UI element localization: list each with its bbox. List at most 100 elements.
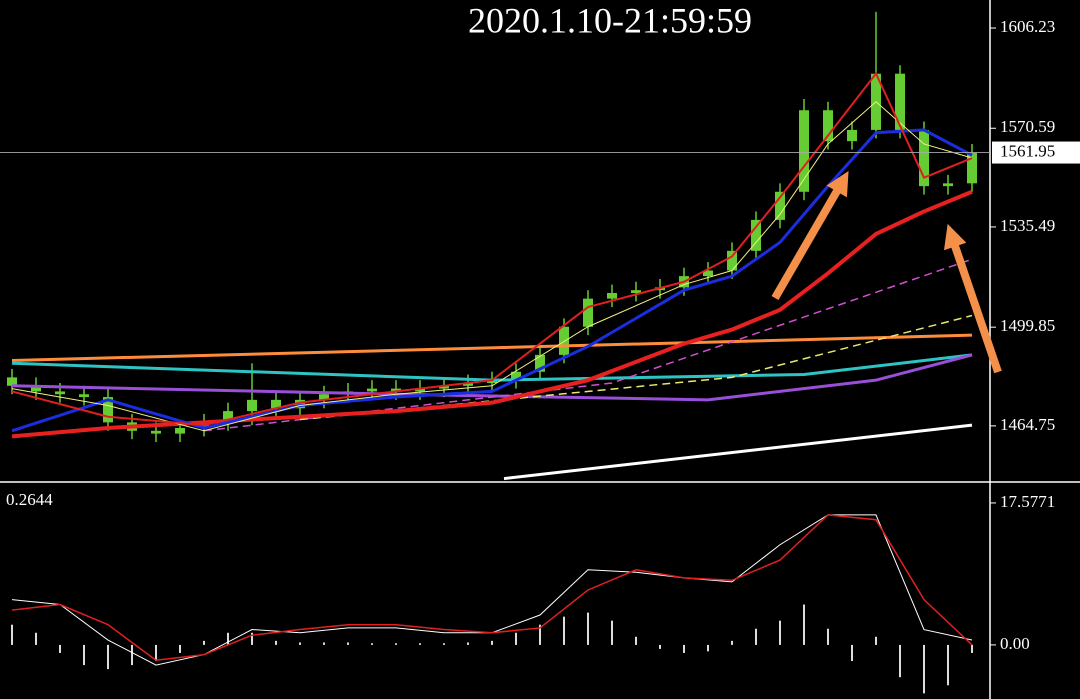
arrow-head	[943, 223, 967, 251]
histogram-bar	[947, 644, 949, 686]
candle-body	[847, 129, 857, 142]
histogram-bar	[83, 644, 85, 666]
candle-body	[103, 397, 113, 423]
candle-body	[511, 371, 521, 381]
histogram-bar	[899, 644, 901, 678]
candle-body	[463, 382, 473, 386]
candle-body	[583, 298, 593, 327]
histogram-bar	[131, 644, 133, 666]
candle-body	[559, 326, 569, 355]
histogram-bar	[539, 624, 541, 645]
candle-body	[703, 270, 713, 277]
candle-body	[223, 411, 233, 423]
arrow	[771, 188, 841, 301]
histogram-bar	[251, 632, 253, 645]
y-tick-label: 0.00	[1000, 634, 1030, 653]
histogram-bar	[395, 643, 397, 645]
histogram-bar	[275, 640, 277, 645]
candle-body	[247, 399, 257, 412]
histogram-bar	[971, 644, 973, 653]
arrow-head	[826, 171, 849, 198]
y-tick-label: 1606.23	[1000, 17, 1055, 36]
indicator-line	[11, 128, 973, 433]
candle-body	[535, 354, 545, 372]
histogram-bar	[635, 636, 637, 645]
histogram-bar	[203, 640, 205, 645]
histogram-bar	[299, 642, 301, 645]
y-tick-label: 1464.75	[1000, 415, 1055, 434]
histogram-bar	[107, 644, 109, 670]
candle-body	[967, 152, 977, 184]
histogram-bar	[491, 640, 493, 645]
last-price-box	[992, 141, 1080, 164]
candle-body	[79, 394, 89, 398]
histogram-bar	[515, 632, 517, 645]
histogram-bar	[227, 632, 229, 645]
y-tick-label: 17.5771	[1000, 492, 1055, 511]
last-price-label: 1561.95	[1000, 141, 1055, 160]
candle-body	[775, 191, 785, 220]
candle-body	[439, 385, 449, 389]
histogram-bar	[443, 643, 445, 645]
candle-body	[151, 430, 161, 434]
histogram-bar	[659, 644, 661, 649]
histogram-bar	[59, 644, 61, 653]
plot	[0, 11, 996, 694]
histogram-bar	[851, 644, 853, 662]
histogram-bar	[323, 642, 325, 645]
candle-body	[727, 250, 737, 271]
candle-body	[31, 385, 41, 392]
indicator-line	[11, 189, 973, 439]
candle-body	[607, 293, 617, 299]
histogram-bar	[155, 644, 157, 662]
histogram-bar	[827, 628, 829, 645]
histogram-bar	[707, 644, 709, 652]
y-tick-label: 1570.59	[1000, 117, 1055, 136]
candle-body	[55, 391, 65, 395]
histogram-bar	[611, 620, 613, 645]
indicator-line	[11, 71, 973, 427]
y-tick-label: 1499.85	[1000, 316, 1055, 335]
histogram-bar	[779, 620, 781, 645]
candle-body	[631, 290, 641, 294]
arrow	[951, 244, 1002, 374]
histogram-bar	[587, 612, 589, 645]
indicator-line	[11, 101, 973, 432]
candle-body	[271, 399, 281, 409]
histogram-bar	[467, 642, 469, 645]
y-tick-label: 1535.49	[1000, 216, 1055, 235]
histogram-bar	[11, 624, 13, 645]
indicator-line	[11, 333, 973, 362]
histogram-bar	[35, 632, 37, 645]
candle-body	[919, 129, 929, 187]
indicator-line	[11, 353, 973, 382]
indicator-value: 0.2644	[6, 490, 53, 509]
indicator-line	[11, 514, 973, 662]
candle-body	[391, 388, 401, 392]
indicator-line	[503, 423, 973, 481]
candle-body	[895, 73, 905, 130]
candle-body	[823, 110, 833, 142]
histogram-bar	[371, 643, 373, 645]
candle-body	[175, 427, 185, 434]
candle-body	[367, 388, 377, 392]
histogram-bar	[875, 636, 877, 645]
histogram-bar	[563, 616, 565, 645]
candle-body	[7, 377, 17, 386]
indicator-line	[11, 353, 973, 402]
candle-body	[319, 394, 329, 400]
histogram-bar	[683, 644, 685, 653]
histogram-bar	[923, 644, 925, 694]
chart-title: 2020.1.10-21:59:59	[468, 0, 752, 40]
histogram-bar	[179, 644, 181, 653]
candle-body	[415, 388, 425, 392]
candle-body	[943, 183, 953, 187]
candle-body	[799, 110, 809, 192]
histogram-bar	[755, 628, 757, 645]
histogram-bar	[419, 643, 421, 645]
histogram-bar	[347, 642, 349, 645]
candle-body	[751, 219, 761, 251]
histogram-bar	[803, 604, 805, 645]
annotation-arrows	[771, 171, 1002, 374]
